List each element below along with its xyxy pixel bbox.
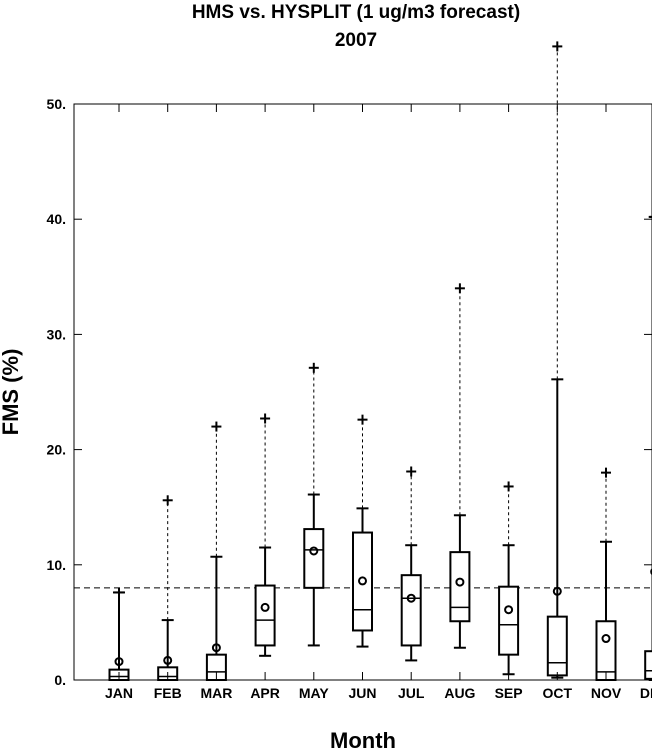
x-axis-label: Month	[330, 728, 396, 750]
x-axis: JAN FEB MAR APR MAY JUN JUL AUG SEP OCT NOV DEC	[105, 104, 652, 701]
y-tick-label: 40.	[47, 211, 66, 227]
chart-title: HMS vs. HYSPLIT (1 ug/m3 forecast)	[192, 2, 520, 23]
chart-subtitle: 2007	[335, 30, 377, 51]
y-axis-label: FMS (%)	[0, 349, 23, 436]
mean-marker	[650, 568, 652, 576]
x-tick-label: APR	[250, 685, 280, 701]
mean-marker	[552, 586, 562, 596]
x-tick-label: SEP	[495, 685, 523, 701]
y-tick-label: 0.	[54, 672, 66, 688]
iqr-box	[449, 551, 471, 623]
iqr-box	[303, 528, 325, 589]
mean-marker	[601, 634, 611, 644]
box-aug	[449, 283, 471, 649]
x-tick-label: MAY	[299, 685, 329, 701]
mean-marker	[504, 605, 514, 615]
iqr-box	[254, 584, 276, 647]
mean-marker	[211, 643, 221, 653]
box-may	[303, 362, 325, 647]
x-tick-label: JUL	[398, 685, 425, 701]
x-tick-label: JUN	[348, 685, 376, 701]
box-nov	[595, 467, 617, 681]
x-tick-label: NOV	[591, 685, 622, 701]
y-axis: 0. 10. 20. 30. 40. 50.	[47, 96, 652, 688]
box-jan	[108, 587, 130, 682]
x-tick-label: DEC	[640, 685, 652, 701]
iqr-box	[352, 531, 373, 632]
box-apr	[254, 413, 276, 657]
y-tick-label: 50.	[47, 96, 66, 112]
iqr-box	[644, 650, 652, 680]
x-tick-label: OCT	[543, 685, 573, 701]
iqr-box	[400, 574, 422, 647]
box-dec	[644, 215, 652, 681]
mean-marker	[260, 602, 270, 612]
box-mar	[205, 421, 227, 682]
box-oct	[546, 41, 568, 679]
y-tick-label: 20.	[47, 442, 66, 458]
y-tick-label: 10.	[47, 557, 66, 573]
box-series	[108, 41, 652, 682]
x-tick-label: MAR	[200, 685, 232, 701]
iqr-box	[546, 615, 568, 677]
x-tick-label: FEB	[154, 685, 182, 701]
x-tick-label: JAN	[105, 685, 133, 701]
mean-marker	[406, 593, 416, 603]
mean-marker	[163, 655, 173, 665]
mean-marker	[309, 546, 319, 556]
box-sep	[498, 481, 520, 676]
mean-marker	[358, 576, 367, 586]
x-tick-label: AUG	[444, 685, 475, 701]
mean-marker	[455, 577, 465, 587]
y-tick-label: 30.	[47, 326, 66, 342]
box-jul	[400, 466, 422, 662]
mean-marker	[114, 657, 124, 667]
iqr-box	[498, 585, 520, 656]
box-jun	[352, 414, 373, 648]
